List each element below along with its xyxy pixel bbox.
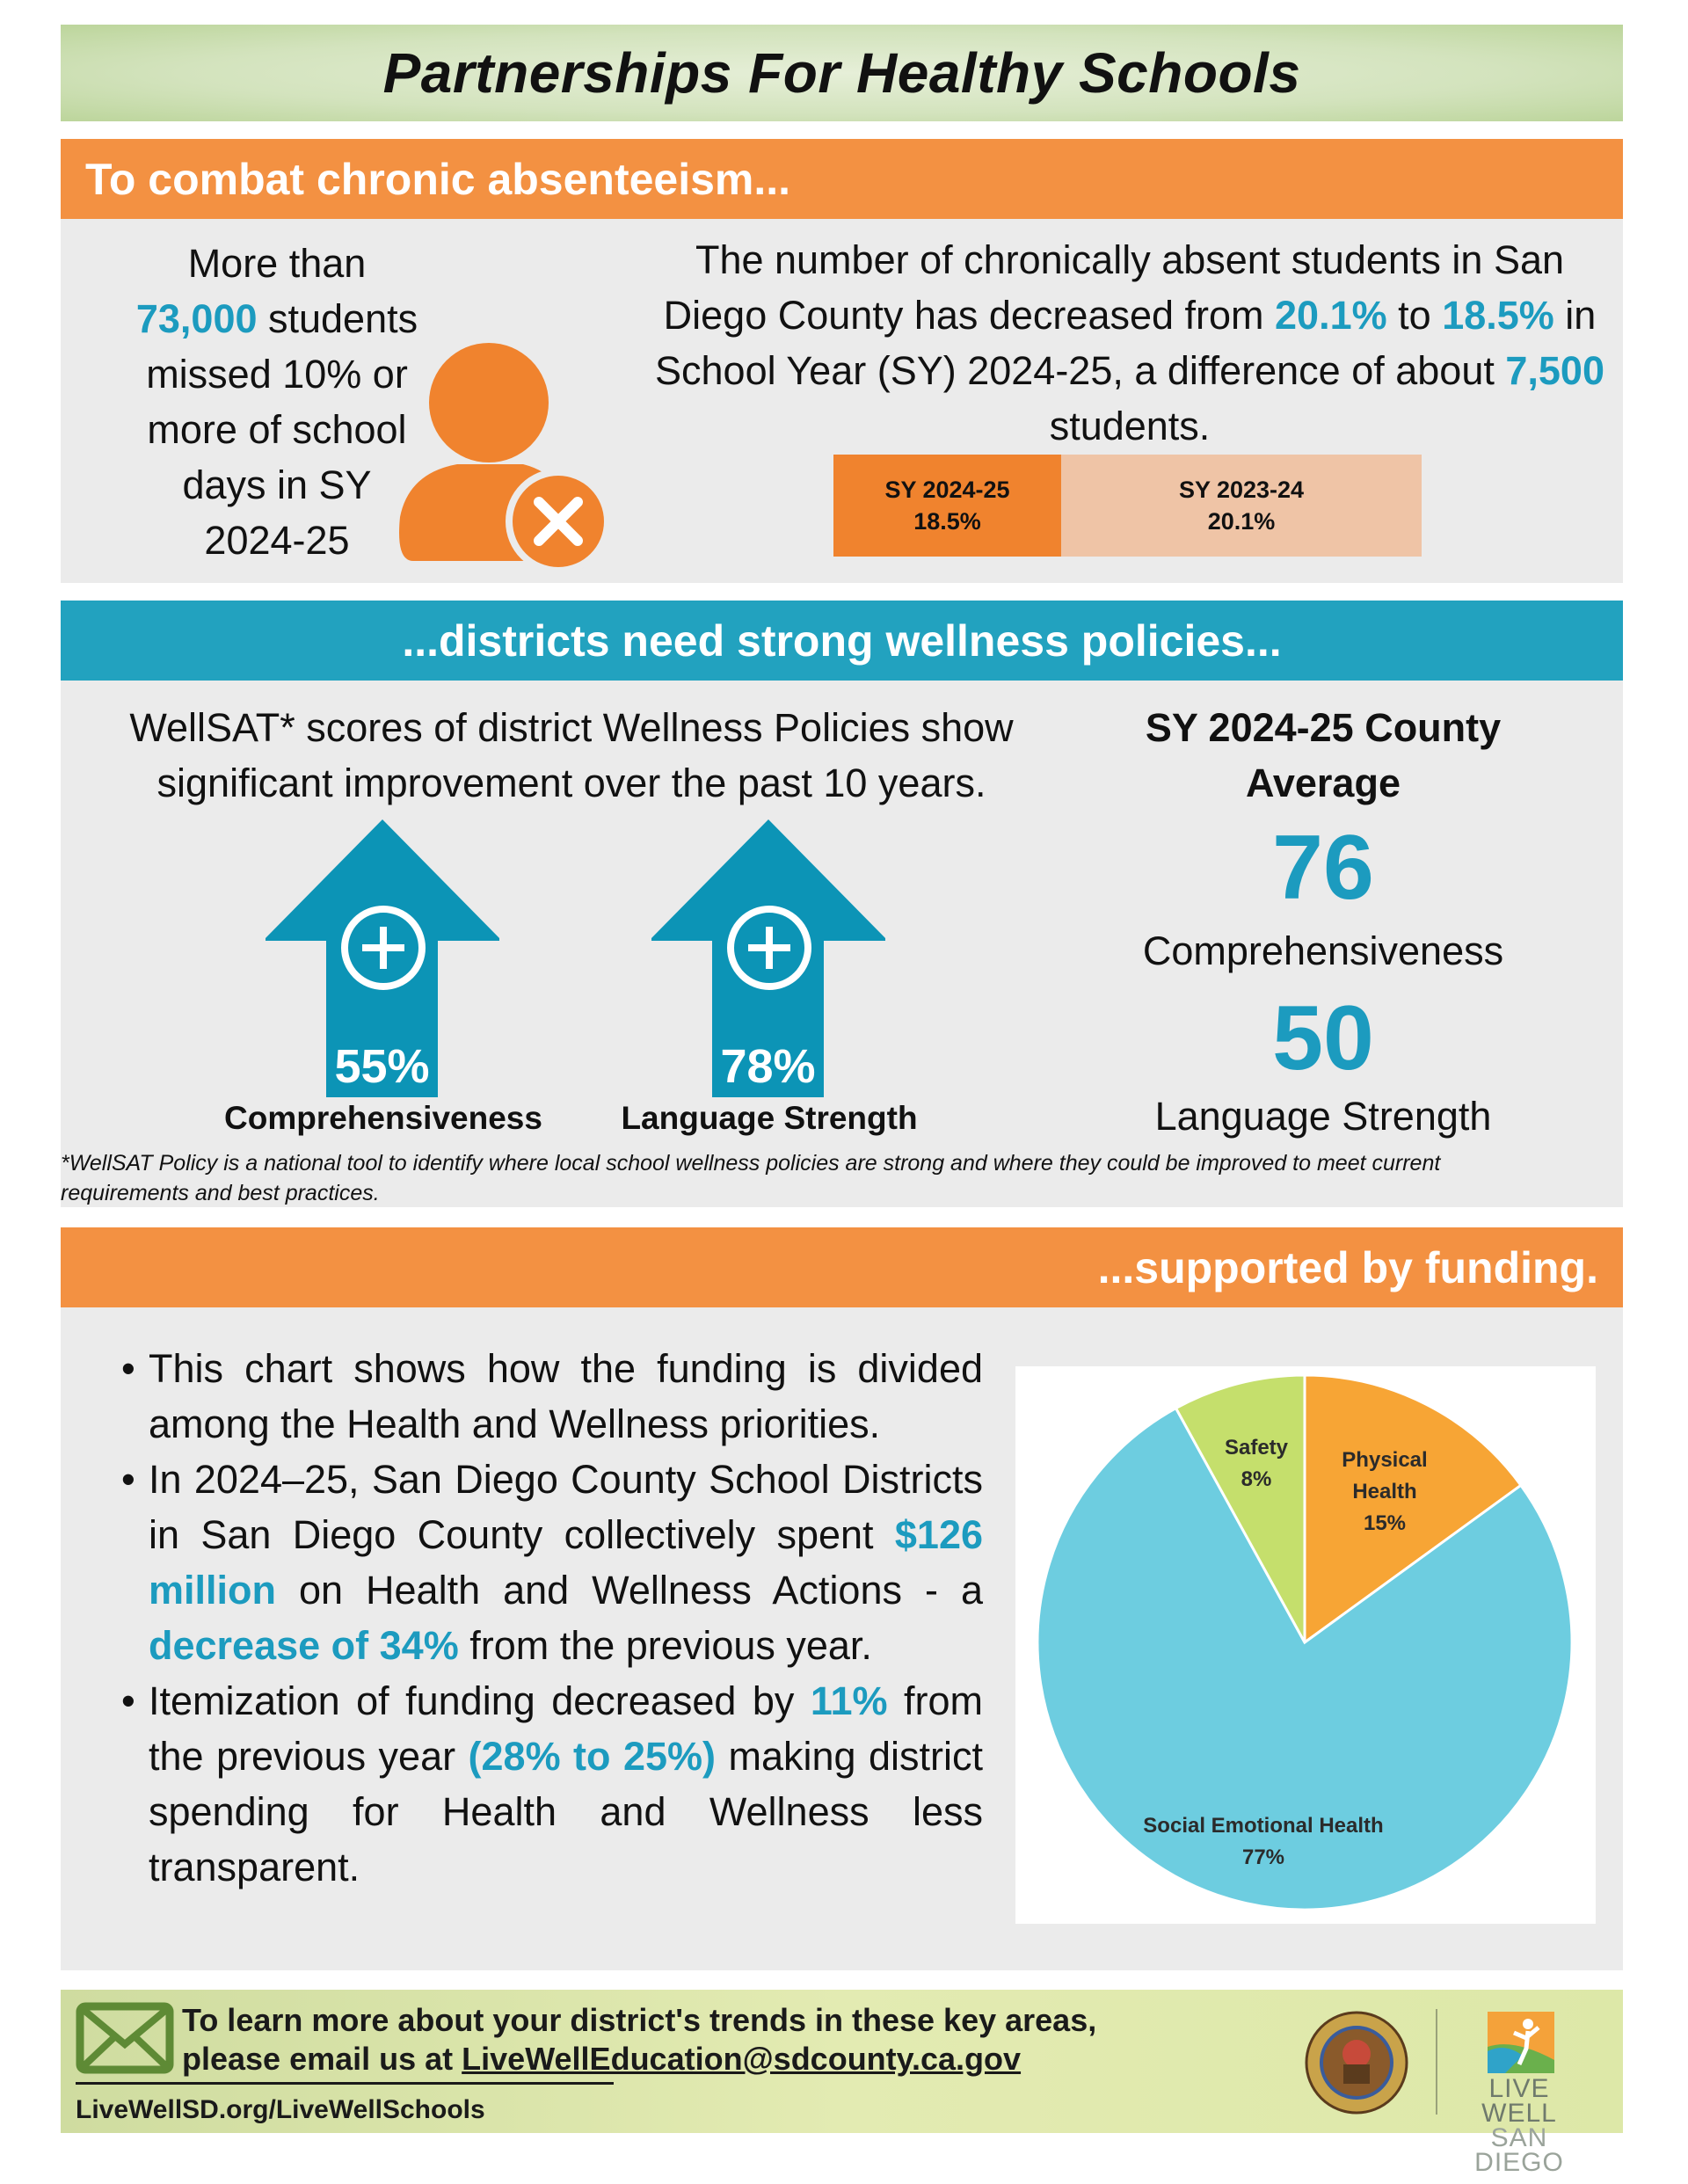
text: from the previous year xyxy=(149,1678,983,1779)
absenteeism-summary: The number of chronically absent student… xyxy=(651,232,1609,454)
section-header-funding: ...supported by funding. xyxy=(61,1227,1623,1307)
logo-text: SAN DIEGO xyxy=(1474,2123,1564,2177)
funding-total: $126 million xyxy=(149,1512,983,1613)
absent-count: 73,000 xyxy=(135,296,258,341)
text: please email us at xyxy=(182,2041,462,2077)
arrow-value-language: 78% xyxy=(720,1040,816,1093)
text: on Health and Wellness Actions - a xyxy=(276,1568,983,1613)
pie-label-social-emotional-health: Social Emotional Health 77% xyxy=(1143,1814,1383,1869)
bar-value: 18.5% xyxy=(913,508,981,535)
policies-panel xyxy=(61,681,1623,1207)
text-line: more of school xyxy=(147,407,407,452)
mail-icon xyxy=(76,2002,174,2074)
text-line: missed 10% or xyxy=(146,352,408,397)
text: This chart shows how the funding is divi… xyxy=(149,1346,983,1446)
website-link[interactable]: LiveWellSD.org/LiveWellSchools xyxy=(76,2095,485,2124)
pie-chart-box: Physical Health 15% Social Emotional Health… xyxy=(1015,1366,1596,1924)
pie-slice-safety xyxy=(1174,1373,1306,1643)
bar-label: SY 2024-25 xyxy=(884,477,1010,503)
section-header-text: ...districts need strong wellness polici… xyxy=(402,615,1282,666)
text-line: please email us at LiveWellEducation@sdc… xyxy=(182,2040,1096,2078)
text: to xyxy=(1386,293,1443,338)
arrow-label: Comprehensiveness xyxy=(224,1100,542,1136)
text: in School Year (SY) 2024-25, a differenc… xyxy=(655,293,1597,393)
bullet-item: This chart shows how the funding is divi… xyxy=(121,1341,983,1452)
text-line: 2024-25 xyxy=(204,518,350,563)
rate-2023: 20.1% xyxy=(1275,293,1387,338)
text: students xyxy=(257,296,418,341)
itemization-decrease: 11% xyxy=(810,1678,888,1723)
section-header-absenteeism: To combat chronic absenteeism... xyxy=(61,139,1623,219)
text-line: 73,000 students xyxy=(106,291,448,346)
wellsat-intro: WellSAT* scores of district Wellness Pol… xyxy=(129,705,1014,805)
bar-sy-2024-25: SY 2024-25 18.5% xyxy=(833,455,1061,557)
bar-value: 20.1% xyxy=(1207,508,1276,535)
page-title: Partnerships For Healthy Schools xyxy=(382,41,1301,105)
arrow-label: Language Strength xyxy=(621,1100,918,1136)
bullet-item: Itemization of funding decreased by 11% … xyxy=(121,1673,983,1895)
bullet-item: In 2024–25, San Diego County School Dist… xyxy=(121,1452,983,1673)
text-line: days in SY xyxy=(182,462,372,507)
funding-decrease: decrease of 34% xyxy=(149,1623,459,1668)
section-header-text: ...supported by funding. xyxy=(1097,1242,1598,1292)
live-well-logo-icon xyxy=(1488,2012,1554,2073)
text: from the previous year. xyxy=(458,1623,872,1668)
person-x-icon xyxy=(399,343,611,570)
bar-label: SY 2023-24 xyxy=(1178,477,1305,503)
logo-text: LIVE WELL xyxy=(1481,2074,1557,2128)
email-link[interactable]: LiveWellEducation@sdcounty.ca.gov xyxy=(462,2041,1022,2077)
arrow-value-comprehensiveness: 55% xyxy=(334,1040,430,1093)
pie-slice-social-emotional-health xyxy=(1036,1406,1574,1911)
rate-2024: 18.5% xyxy=(1442,293,1554,338)
wellsat-footnote: *WellSAT Policy is a national tool to id… xyxy=(61,1151,1441,1205)
logo-divider xyxy=(1436,2009,1437,2115)
text: Itemization of funding decreased by xyxy=(149,1678,811,1723)
county-language-score: 50 xyxy=(1272,987,1374,1089)
text: making district spending for Health and … xyxy=(149,1734,983,1889)
text: In 2024–25, San Diego County School Dist… xyxy=(149,1457,983,1557)
arrow-up-plus-icon xyxy=(266,819,499,1097)
student-difference: 7,500 xyxy=(1505,348,1604,393)
absent-count-text: More than 73,000 students missed 10% or … xyxy=(106,236,448,568)
section-header-policies: ...districts need strong wellness polici… xyxy=(61,601,1623,681)
text-line: To learn more about your district's tren… xyxy=(182,2002,1097,2038)
funding-pie-chart: Physical Health 15% Social Emotional Health… xyxy=(1036,1373,1574,1911)
county-score-label: Comprehensiveness xyxy=(1142,928,1504,973)
text: students. xyxy=(1049,404,1211,448)
pie-slice-physical-health xyxy=(1303,1373,1524,1645)
pie-label-physical-health: Physical Health 15% xyxy=(1342,1448,1427,1535)
county-comprehensiveness-score: 76 xyxy=(1272,817,1374,919)
section-header-text: To combat chronic absenteeism... xyxy=(85,154,791,204)
county-score-label: Language Strength xyxy=(1154,1094,1492,1139)
bar-sy-2023-24: SY 2023-24 20.1% xyxy=(1061,455,1422,557)
text-line: More than xyxy=(187,241,367,286)
county-average-title: SY 2024-25 County Average xyxy=(1145,705,1502,805)
footer-contact: To learn more about your district's tren… xyxy=(182,2001,1096,2078)
pie-label-safety: Safety 8% xyxy=(1225,1436,1289,1491)
arrow-up-plus-icon xyxy=(651,819,885,1097)
county-seal-logo xyxy=(1305,2011,1408,2115)
itemization-range: (28% to 25%) xyxy=(468,1734,717,1779)
title-banner: Partnerships For Healthy Schools xyxy=(61,25,1623,121)
text: The number of chronically absent student… xyxy=(663,237,1565,338)
divider xyxy=(76,2082,614,2085)
live-well-logo-text: LIVE WELL SAN DIEGO xyxy=(1449,2074,1590,2177)
funding-bullets: This chart shows how the funding is divi… xyxy=(121,1341,983,1895)
